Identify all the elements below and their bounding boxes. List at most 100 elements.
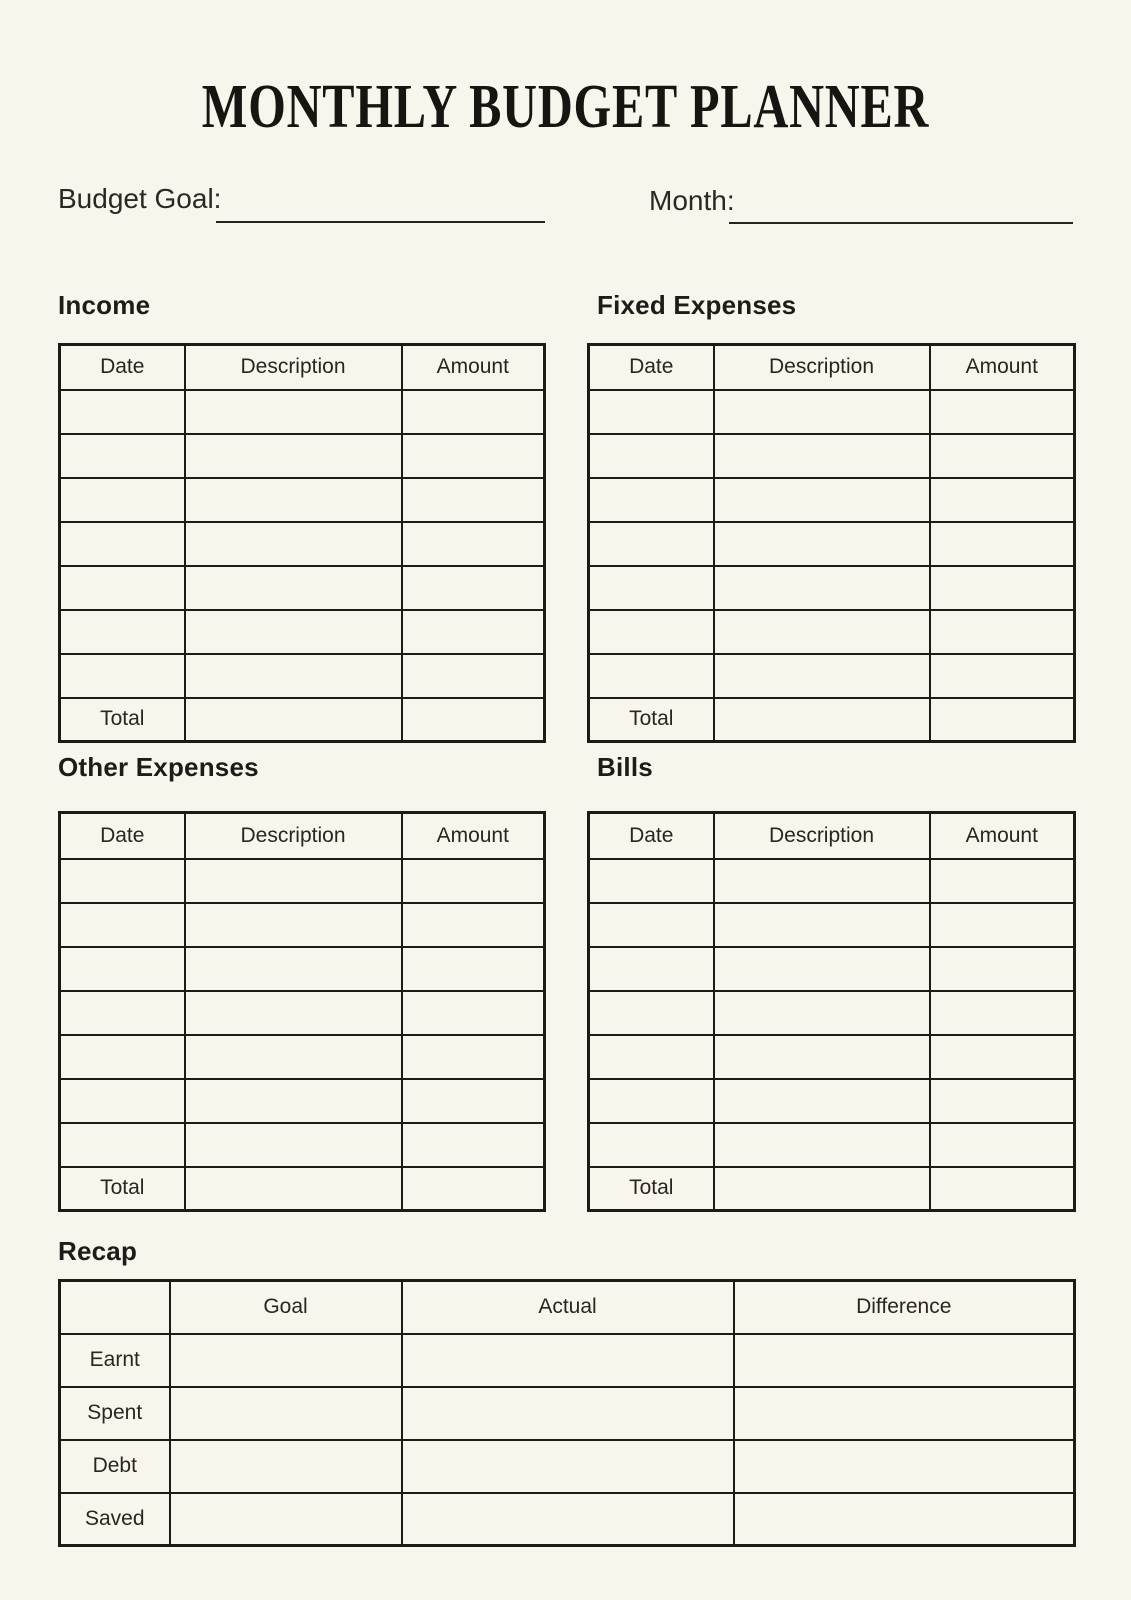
recap-actual-cell[interactable]	[400, 1491, 735, 1547]
amount-cell[interactable]	[400, 432, 546, 479]
amount-cell[interactable]	[400, 989, 546, 1036]
description-cell[interactable]	[712, 857, 931, 904]
total-value-cell[interactable]	[712, 1165, 931, 1212]
date-cell[interactable]	[58, 857, 186, 904]
description-cell[interactable]	[712, 945, 931, 992]
amount-cell[interactable]	[400, 476, 546, 523]
recap-difference-cell[interactable]	[732, 1332, 1076, 1388]
amount-cell[interactable]	[400, 608, 546, 655]
amount-cell[interactable]	[400, 857, 546, 904]
description-cell[interactable]	[712, 1033, 931, 1080]
amount-cell[interactable]	[400, 520, 546, 567]
recap-difference-cell[interactable]	[732, 1385, 1076, 1441]
date-cell[interactable]	[58, 476, 186, 523]
date-cell[interactable]	[58, 608, 186, 655]
description-cell[interactable]	[183, 476, 403, 523]
description-cell[interactable]	[183, 1033, 403, 1080]
date-cell[interactable]	[587, 1121, 715, 1168]
description-cell[interactable]	[712, 608, 931, 655]
description-cell[interactable]	[183, 564, 403, 611]
description-cell[interactable]	[712, 989, 931, 1036]
date-cell[interactable]	[587, 476, 715, 523]
date-cell[interactable]	[58, 945, 186, 992]
amount-cell[interactable]	[928, 857, 1076, 904]
date-cell[interactable]	[58, 652, 186, 699]
date-cell[interactable]	[587, 652, 715, 699]
amount-cell[interactable]	[928, 432, 1076, 479]
total-amount-cell[interactable]	[400, 1165, 546, 1212]
recap-goal-cell[interactable]	[168, 1332, 403, 1388]
amount-cell[interactable]	[928, 388, 1076, 435]
recap-difference-cell[interactable]	[732, 1491, 1076, 1547]
budget-goal-input-line[interactable]	[216, 221, 545, 223]
amount-cell[interactable]	[928, 476, 1076, 523]
description-cell[interactable]	[183, 652, 403, 699]
date-cell[interactable]	[587, 989, 715, 1036]
amount-cell[interactable]	[400, 652, 546, 699]
amount-cell[interactable]	[400, 388, 546, 435]
amount-cell[interactable]	[928, 564, 1076, 611]
date-cell[interactable]	[587, 432, 715, 479]
recap-goal-cell[interactable]	[168, 1385, 403, 1441]
amount-cell[interactable]	[928, 1121, 1076, 1168]
description-cell[interactable]	[183, 857, 403, 904]
description-cell[interactable]	[712, 564, 931, 611]
date-cell[interactable]	[58, 901, 186, 948]
date-cell[interactable]	[587, 520, 715, 567]
description-cell[interactable]	[183, 388, 403, 435]
recap-actual-cell[interactable]	[400, 1438, 735, 1494]
date-cell[interactable]	[587, 945, 715, 992]
amount-cell[interactable]	[400, 901, 546, 948]
amount-cell[interactable]	[928, 945, 1076, 992]
date-cell[interactable]	[58, 432, 186, 479]
month-input-line[interactable]	[729, 222, 1073, 224]
amount-cell[interactable]	[928, 652, 1076, 699]
recap-goal-cell[interactable]	[168, 1438, 403, 1494]
description-cell[interactable]	[712, 388, 931, 435]
description-cell[interactable]	[183, 901, 403, 948]
description-cell[interactable]	[183, 432, 403, 479]
date-cell[interactable]	[587, 901, 715, 948]
total-value-cell[interactable]	[712, 696, 931, 743]
amount-cell[interactable]	[928, 520, 1076, 567]
amount-cell[interactable]	[400, 1121, 546, 1168]
description-cell[interactable]	[183, 1077, 403, 1124]
total-amount-cell[interactable]	[400, 696, 546, 743]
date-cell[interactable]	[58, 1033, 186, 1080]
recap-difference-cell[interactable]	[732, 1438, 1076, 1494]
recap-actual-cell[interactable]	[400, 1385, 735, 1441]
amount-cell[interactable]	[400, 945, 546, 992]
amount-cell[interactable]	[400, 1077, 546, 1124]
description-cell[interactable]	[183, 945, 403, 992]
description-cell[interactable]	[712, 432, 931, 479]
description-cell[interactable]	[712, 652, 931, 699]
amount-cell[interactable]	[400, 564, 546, 611]
date-cell[interactable]	[587, 1033, 715, 1080]
description-cell[interactable]	[183, 520, 403, 567]
description-cell[interactable]	[712, 901, 931, 948]
date-cell[interactable]	[58, 1121, 186, 1168]
recap-actual-cell[interactable]	[400, 1332, 735, 1388]
recap-goal-cell[interactable]	[168, 1491, 403, 1547]
date-cell[interactable]	[587, 857, 715, 904]
description-cell[interactable]	[712, 1077, 931, 1124]
description-cell[interactable]	[712, 1121, 931, 1168]
description-cell[interactable]	[183, 608, 403, 655]
description-cell[interactable]	[712, 476, 931, 523]
date-cell[interactable]	[58, 564, 186, 611]
amount-cell[interactable]	[928, 989, 1076, 1036]
date-cell[interactable]	[587, 564, 715, 611]
date-cell[interactable]	[587, 608, 715, 655]
date-cell[interactable]	[58, 520, 186, 567]
description-cell[interactable]	[183, 1121, 403, 1168]
date-cell[interactable]	[58, 1077, 186, 1124]
date-cell[interactable]	[587, 388, 715, 435]
total-value-cell[interactable]	[183, 696, 403, 743]
amount-cell[interactable]	[928, 608, 1076, 655]
date-cell[interactable]	[58, 989, 186, 1036]
total-amount-cell[interactable]	[928, 1165, 1076, 1212]
date-cell[interactable]	[587, 1077, 715, 1124]
description-cell[interactable]	[183, 989, 403, 1036]
amount-cell[interactable]	[928, 1033, 1076, 1080]
amount-cell[interactable]	[928, 901, 1076, 948]
